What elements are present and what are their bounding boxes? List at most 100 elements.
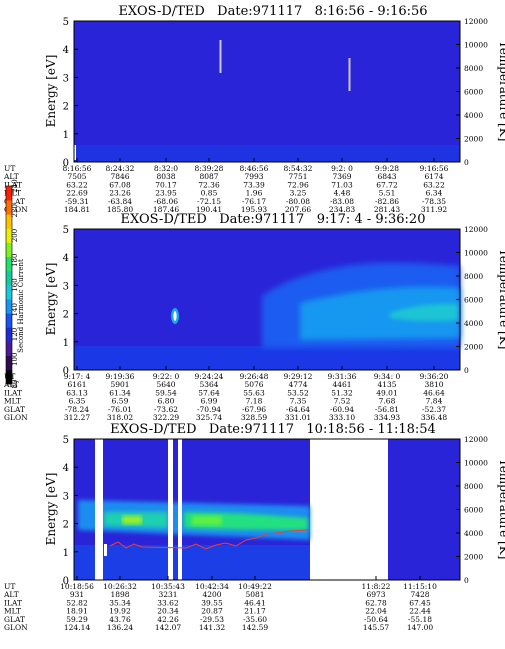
panel-1: EXOS-D/TED Date:971117 8:16:56 - 9:16:56…	[3, 4, 505, 214]
orbit-row-label: ILAT	[4, 180, 22, 189]
y2-tick-label: 2000	[464, 553, 483, 562]
orbit-cell: 9:9:28	[375, 164, 399, 173]
panel-1-y2label: Temperature [K]	[497, 41, 505, 142]
colorbar-swatch	[6, 214, 12, 229]
orbit-cell: -29.53	[200, 615, 224, 624]
orbit-cell: -82.86	[375, 197, 399, 206]
panel-3-gap-1	[95, 439, 103, 580]
orbit-cell: 124.14	[64, 623, 90, 632]
orbit-cell: 9:22: 0	[153, 372, 180, 381]
orbit-cell: 7.68	[379, 397, 396, 406]
panel-2-activity-core	[390, 303, 458, 322]
orbit-cell: 8038	[156, 172, 175, 181]
panel-3-bright-b	[192, 516, 222, 525]
orbit-cell: 49.01	[376, 388, 397, 397]
orbit-row-label: GLON	[4, 413, 28, 422]
panel-1-spectrogram	[74, 21, 460, 162]
orbit-cell: -59.31	[65, 197, 89, 206]
orbit-cell: 22.44	[409, 607, 431, 616]
panel-3-bright-a	[122, 516, 142, 524]
colorbar-tick-label: 140	[11, 303, 19, 316]
colorbar-swatch	[6, 341, 12, 357]
panel-1-background	[74, 21, 460, 162]
panel-1-orbit-table: UTALTILATMLTGLATGLON8:16:56750563.2222.6…	[3, 158, 449, 214]
orbit-cell: 234.83	[329, 205, 355, 214]
orbit-cell: 72.36	[198, 180, 220, 189]
y2-tick-label: 4000	[464, 319, 483, 328]
orbit-cell: 5364	[199, 380, 218, 389]
orbit-cell: 7751	[288, 172, 307, 181]
orbit-cell: -60.94	[330, 405, 354, 414]
colorbar-label: Second Harmonic Current	[17, 259, 25, 353]
panel-1-lowband	[74, 145, 460, 162]
orbit-cell: 8:32:0	[154, 164, 178, 173]
orbit-cell: 8:54:32	[284, 164, 313, 173]
orbit-cell: 336.48	[421, 413, 447, 422]
orbit-cell: 43.76	[109, 615, 131, 624]
orbit-row-label: ALT	[3, 172, 19, 181]
panel-3-y-ticks: 0 1 2 3 4 5	[63, 435, 78, 587]
colorbar-swatch	[6, 369, 12, 385]
orbit-cell: 67.72	[376, 180, 398, 189]
orbit-cell: 67.45	[409, 598, 431, 607]
orbit-cell: -56.81	[375, 405, 399, 414]
y-tick-label: 2	[63, 520, 69, 531]
y2-tick-label: 12000	[464, 17, 488, 26]
orbit-cell: 9:29:12	[284, 372, 313, 381]
orbit-cell: 281.43	[374, 205, 400, 214]
orbit-cell: 325.74	[196, 413, 222, 422]
orbit-cell: 51.32	[331, 388, 353, 397]
orbit-row-label: MLT	[4, 189, 21, 198]
orbit-cell: -80.08	[286, 197, 310, 206]
panel-2-y-ticks: 0 1 2 3 4 5	[63, 225, 78, 377]
orbit-cell: 207.66	[285, 205, 311, 214]
colorbar-tick-label: 160	[11, 278, 19, 291]
panel-3-spectrogram	[74, 439, 460, 580]
panel-3-right-block	[388, 439, 460, 580]
orbit-cell: 142.07	[155, 623, 181, 632]
y-tick-label: 1	[63, 548, 69, 559]
orbit-cell: 145.57	[363, 623, 389, 632]
panel-1-streak-a	[219, 40, 222, 73]
panel-3-y2-ticks: 0 2000 4000 6000 8000 10000 12000	[456, 435, 488, 585]
orbit-cell: 20.87	[201, 607, 223, 616]
y-tick-label: 3	[63, 281, 69, 292]
orbit-cell: 9:17: 4	[64, 372, 91, 381]
panel-3-y2label: Temperature [K]	[497, 459, 505, 560]
orbit-cell: 7505	[67, 172, 86, 181]
panel-2-y2-ticks: 0 2000 4000 6000 8000 10000 12000	[456, 225, 488, 375]
y2-tick-label: 2000	[464, 135, 483, 144]
colorbar-tick-label: 200	[11, 229, 19, 242]
colorbar-frame	[5, 185, 13, 385]
orbit-cell: 6.59	[112, 397, 129, 406]
panel-3: EXOS-D/TED Date:971117 10:18:56 - 11:18:…	[3, 422, 505, 632]
panel-1-spike-left	[74, 145, 76, 160]
orbit-cell: 136.24	[107, 623, 133, 632]
orbit-cell: 6161	[67, 380, 86, 389]
colorbar-swatch	[6, 327, 12, 342]
y-tick-label: 2	[63, 310, 69, 321]
orbit-cell: 8:24:32	[106, 164, 135, 173]
y-tick-label: 5	[63, 17, 69, 28]
orbit-cell: 7369	[332, 172, 351, 181]
orbit-cell: 3231	[158, 590, 177, 599]
orbit-row-label: UT	[4, 164, 15, 173]
orbit-cell: 8:46:56	[240, 164, 269, 173]
orbit-row-label: GLAT	[4, 615, 25, 624]
orbit-cell: 5081	[245, 590, 264, 599]
orbit-cell: 6.80	[158, 397, 175, 406]
orbit-cell: 1.96	[246, 189, 263, 198]
orbit-row-label: ILAT	[4, 388, 22, 397]
orbit-cell: 5.51	[379, 189, 396, 198]
orbit-cell: 46.41	[244, 598, 265, 607]
orbit-cell: 6.35	[69, 397, 86, 406]
orbit-cell: 312.27	[64, 413, 90, 422]
orbit-cell: 71.03	[331, 180, 353, 189]
y2-tick-label: 6000	[464, 506, 483, 515]
colorbar-swatch	[6, 285, 12, 300]
orbit-cell: -76.17	[242, 197, 266, 206]
orbit-cell: 19.92	[109, 607, 131, 616]
orbit-cell: 6843	[377, 172, 396, 181]
orbit-cell: 4.48	[334, 189, 351, 198]
